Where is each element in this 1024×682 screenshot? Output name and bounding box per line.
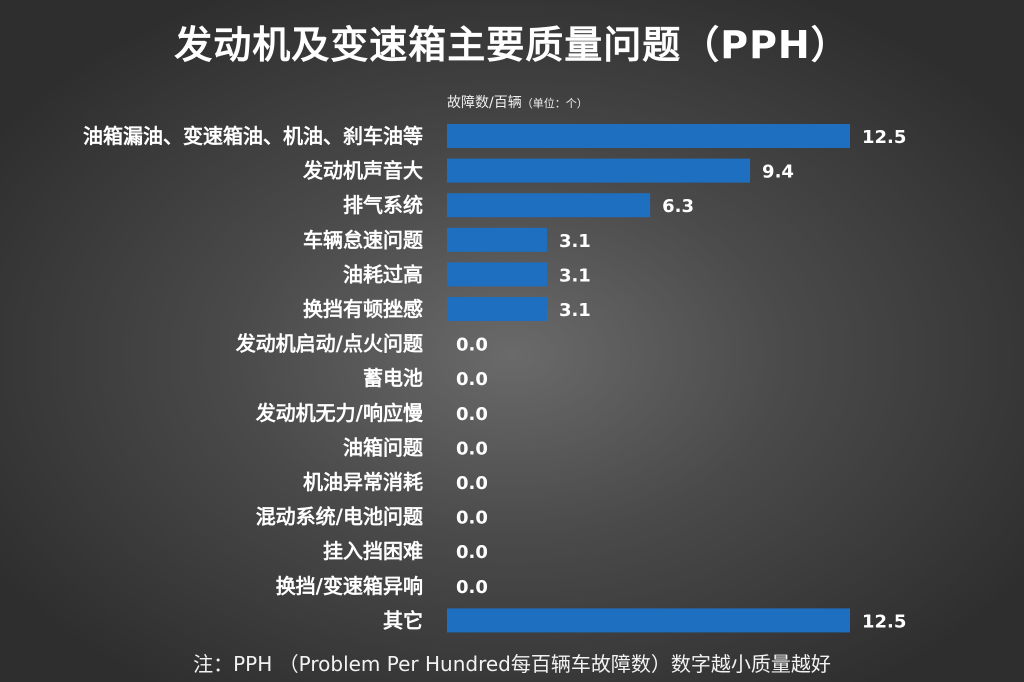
- data-label: 6.3: [662, 196, 694, 217]
- bar: [447, 158, 751, 183]
- category-label: 油箱问题: [343, 435, 424, 459]
- data-label: 0.0: [456, 369, 488, 390]
- footnote: 注：PPH （Problem Per Hundred每百辆车故障数）数字越小质量…: [193, 652, 831, 676]
- category-label: 油箱漏油、变速箱油、机油、刹车油等: [83, 124, 423, 148]
- category-label: 发动机声音大: [302, 159, 423, 183]
- category-label: 机油异常消耗: [303, 470, 423, 494]
- category-label: 蓄电池: [363, 366, 423, 390]
- bar: [447, 297, 547, 321]
- bar: [447, 262, 547, 287]
- data-label: 3.1: [559, 265, 591, 286]
- chart-title: 发动机及变速箱主要质量问题（PPH）: [174, 23, 850, 67]
- category-label: 挂入挡困难: [323, 539, 423, 563]
- data-label: 9.4: [762, 162, 794, 183]
- category-label: 换挡/变速箱异响: [276, 574, 423, 598]
- category-label: 其它: [383, 608, 423, 632]
- unit-label-text: 故障数/百辆: [447, 95, 522, 111]
- bar: [447, 227, 547, 252]
- data-label: 3.1: [559, 300, 591, 321]
- data-label: 0.0: [456, 542, 488, 563]
- category-label: 车辆怠速问题: [303, 228, 424, 252]
- category-label: 油耗过高: [343, 262, 423, 286]
- data-label: 0.0: [456, 473, 488, 494]
- unit-label: 故障数/百辆（单位：个）: [447, 92, 588, 112]
- data-label: 0.0: [456, 404, 488, 425]
- category-label: 发动机启动/点火问题: [235, 332, 424, 356]
- data-label: 12.5: [862, 127, 906, 148]
- category-label: 排气系统: [343, 193, 423, 217]
- category-label: 发动机无力/响应慢: [255, 401, 424, 425]
- data-label: 0.0: [456, 438, 488, 459]
- bar: [447, 608, 850, 633]
- data-label: 0.0: [456, 577, 488, 598]
- data-label: 12.5: [862, 611, 906, 632]
- bar: [447, 193, 651, 218]
- bars-group: 油箱漏油、变速箱油、机油、刹车油等 12.5 发动机声音大 9.4 排气系统 6.3 车辆怠…: [83, 124, 906, 633]
- data-label: 0.0: [456, 335, 488, 356]
- category-label: 换挡有顿挫感: [303, 297, 423, 321]
- category-label: 混动系统/电池问题: [256, 505, 424, 529]
- bar: [447, 124, 850, 148]
- data-label: 3.1: [559, 231, 591, 252]
- data-label: 0.0: [456, 508, 488, 529]
- unit-note: （单位：个）: [521, 97, 588, 110]
